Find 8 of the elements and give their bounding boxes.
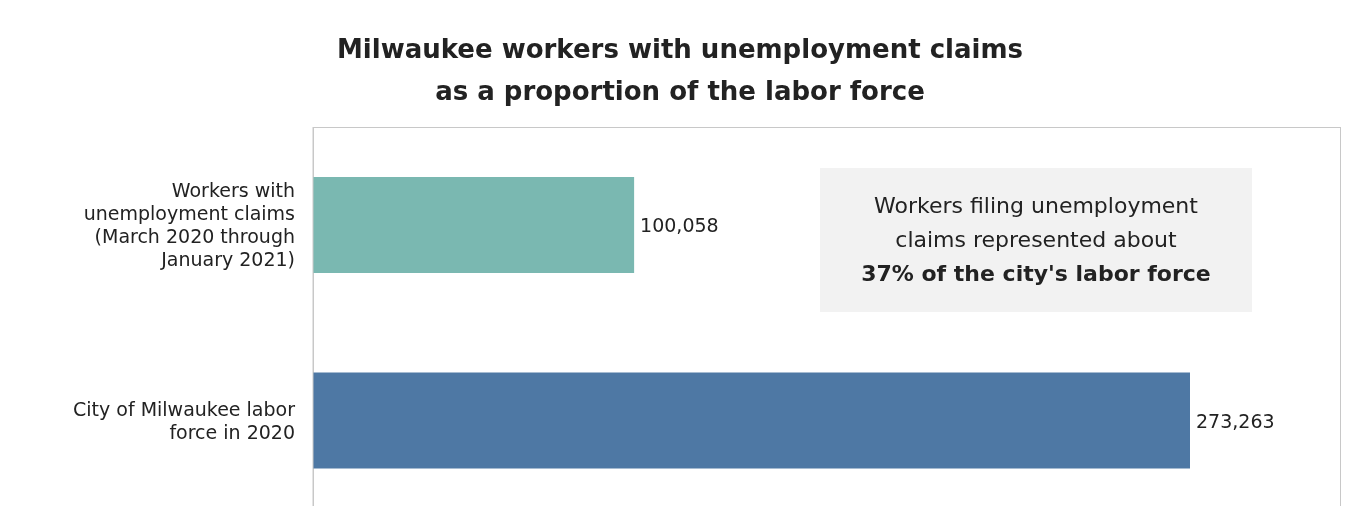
chart-title: Milwaukee workers with unemployment claims as a proportion of the labor force (336, 33, 1024, 108)
annotation: Workers filing unemployment claims represented about (873, 192, 1199, 254)
annotation: 37% of the city's labor force (861, 260, 1211, 288)
y-tick-label: City of Milwaukee labor force in 2020 (73, 397, 296, 443)
y-tick-label: Workers with unemployment claims (March 2020 through January 2021) (83, 179, 295, 271)
note-box: Workers filing unemployment claims represented about 37% of the city's labor force (820, 168, 1252, 312)
data-label: 273,263 (1196, 409, 1275, 432)
data-label: 100,058 (640, 214, 719, 236)
